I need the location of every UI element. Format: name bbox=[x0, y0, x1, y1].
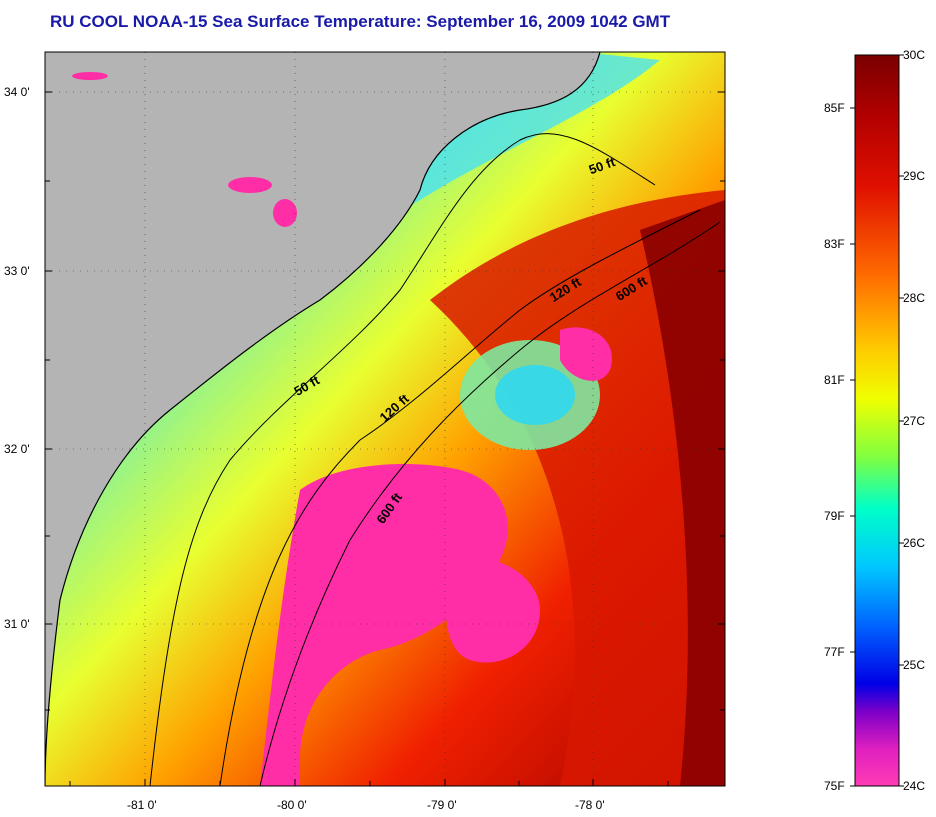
colorbar-ticks bbox=[850, 54, 904, 787]
map-ticks bbox=[45, 91, 725, 786]
lon-label-78: -78 0' bbox=[575, 798, 605, 812]
colorbar-gradient bbox=[854, 54, 900, 787]
sst-image: 50 ft 120 ft 600 ft 50 ft 120 ft 600 ft bbox=[45, 52, 725, 786]
isobath-600ft bbox=[259, 221, 721, 786]
colorbar-label-77f: 77F bbox=[824, 645, 845, 659]
lat-label-34: 34 0' bbox=[4, 85, 30, 99]
colorbar-label-26c: 26C bbox=[903, 536, 926, 550]
coastline bbox=[45, 52, 601, 786]
colorbar-label-28c: 28C bbox=[903, 291, 926, 305]
map-title: RU COOL NOAA-15 Sea Surface Temperature:… bbox=[50, 12, 671, 31]
map-frame bbox=[44, 51, 726, 787]
isobath-120ft bbox=[219, 209, 701, 786]
cloud-mask bbox=[72, 72, 612, 786]
lat-label-33: 33 0' bbox=[4, 264, 30, 278]
colorbar-label-83f: 83F bbox=[824, 237, 845, 251]
lat-label-32: 32 0' bbox=[4, 442, 30, 456]
land-mass bbox=[45, 52, 600, 786]
colorbar-label-25c: 25C bbox=[903, 658, 926, 672]
colorbar-label-30c: 30C bbox=[903, 48, 926, 62]
lon-label-81: -81 0' bbox=[127, 798, 157, 812]
lon-label-79: -79 0' bbox=[427, 798, 457, 812]
colorbar-label-85f: 85F bbox=[824, 101, 845, 115]
lat-label-31: 31 0' bbox=[4, 617, 30, 631]
colorbar-label-75f: 75F bbox=[824, 779, 845, 793]
colorbar-label-27c: 27C bbox=[903, 414, 926, 428]
colorbar-label-29c: 29C bbox=[903, 169, 926, 183]
lon-label-80: -80 0' bbox=[277, 798, 307, 812]
colorbar-label-24c: 24C bbox=[903, 779, 926, 793]
colorbar-label-81f: 81F bbox=[824, 373, 845, 387]
isobath-50ft bbox=[149, 133, 656, 786]
colorbar-label-79f: 79F bbox=[824, 509, 845, 523]
